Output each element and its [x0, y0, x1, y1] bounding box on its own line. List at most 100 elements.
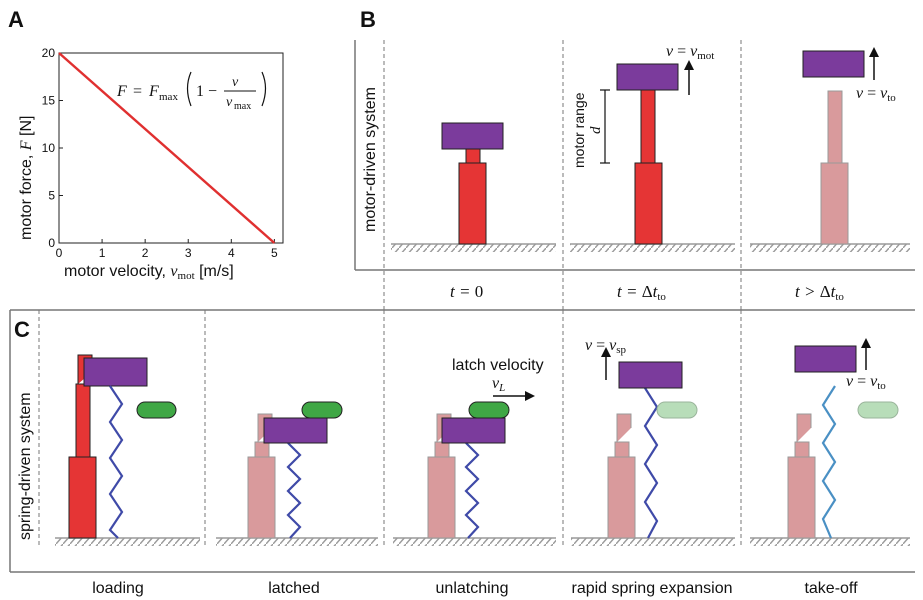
mass-block	[83, 357, 148, 387]
eq-lhs: F	[116, 83, 127, 100]
velocity-spring-label: v = vsp	[585, 337, 627, 356]
mass-block	[802, 50, 865, 78]
velocity-takeoff-label: v = vto	[856, 85, 896, 104]
motor-base	[787, 456, 816, 539]
spring-loaded	[286, 442, 302, 539]
motor-base	[68, 456, 97, 539]
panel-b-letter: B	[360, 7, 376, 32]
force-velocity-line	[58, 52, 276, 244]
motor-base	[427, 456, 456, 539]
motor-base	[820, 162, 849, 245]
time-label: t = 0	[450, 282, 483, 301]
mass-block	[616, 63, 679, 91]
up-arrow-icon	[869, 47, 879, 57]
motor-shaft	[465, 148, 481, 164]
mass-block	[441, 122, 504, 150]
eq-numerator: v	[232, 75, 239, 90]
y-axis-label: motor force, F [N]	[18, 116, 35, 240]
spring-system-label: spring-driven system	[17, 392, 34, 540]
eq-left-paren	[186, 71, 192, 107]
motor-base	[607, 456, 636, 539]
mass-block	[263, 417, 328, 444]
spring-expanding	[643, 387, 659, 539]
right-arrow-icon	[525, 391, 535, 401]
x-axis-ticks: 0 1 2 3 4 5	[56, 239, 278, 260]
ground-t0	[391, 243, 556, 252]
x-tick-label: 3	[185, 246, 192, 260]
y-tick-label: 5	[48, 189, 55, 203]
motor-shaft	[434, 441, 450, 458]
x-tick-label: 4	[228, 246, 235, 260]
x-tick-label: 5	[271, 246, 278, 260]
spring-loaded	[464, 442, 480, 539]
x-tick-label: 2	[142, 246, 149, 260]
stage-label: latched	[268, 580, 320, 597]
panel-c-letter: C	[14, 317, 30, 342]
eq-denominator: v	[226, 95, 233, 110]
x-tick-label: 1	[99, 246, 106, 260]
time-label: t > Δtto	[795, 282, 844, 303]
mass-block	[441, 417, 506, 444]
latch-hook	[616, 413, 632, 442]
ground	[393, 538, 556, 546]
eq-right-paren	[261, 71, 267, 107]
up-arrow-icon	[684, 60, 694, 70]
force-equation: F = F max 1 − v v max	[116, 71, 267, 112]
motor-shaft	[254, 441, 270, 458]
eq-one-minus: 1 −	[196, 83, 217, 100]
velocity-takeoff-label: v = vto	[846, 373, 886, 392]
up-arrow-icon	[861, 338, 871, 348]
motor-range-label: motor range	[571, 92, 587, 168]
ground	[571, 538, 735, 546]
motor-base	[247, 456, 276, 539]
eq-fmax-sub: max	[159, 91, 178, 103]
latch-faded	[857, 401, 899, 419]
panel-c-spring-system: spring-driven system	[9, 309, 915, 597]
motor-shaft	[827, 90, 843, 164]
panel-b-motor-system: motor-driven system v = vmot m	[354, 40, 915, 310]
latch	[468, 401, 510, 419]
ground	[216, 538, 378, 546]
latch-velocity-symbol: vL	[492, 375, 505, 394]
latch	[301, 401, 343, 419]
ground	[55, 538, 200, 546]
mass-block	[794, 345, 857, 373]
spring-loaded	[108, 385, 124, 539]
eq-fmax: F	[148, 83, 159, 100]
motor-shaft	[640, 89, 656, 164]
time-label: t = Δtto	[617, 282, 666, 303]
y-axis-ticks: 0 5 10 15 20	[42, 46, 63, 250]
latch	[136, 401, 177, 419]
eq-equals: =	[133, 83, 142, 100]
motor-shaft	[75, 383, 91, 458]
ground-after	[750, 243, 910, 252]
y-tick-label: 15	[42, 94, 56, 108]
x-axis-label: motor velocity, vmot [m/s]	[64, 263, 234, 282]
y-tick-label: 0	[48, 236, 55, 250]
latch-hook	[796, 413, 812, 442]
motor-base	[458, 162, 487, 245]
mass-block	[618, 361, 683, 389]
up-arrow-icon	[601, 347, 611, 357]
panel-a-letter: A	[8, 7, 24, 32]
y-tick-label: 10	[42, 141, 56, 155]
eq-denominator-sub: max	[234, 101, 251, 112]
motor-system-label: motor-driven system	[362, 87, 379, 232]
panel-a-chart: 0 1 2 3 4 5 0 5 10 15 20 F = F max 1 − v v max mo…	[18, 46, 284, 282]
y-tick-label: 20	[42, 46, 56, 60]
velocity-motor-label: v = vmot	[666, 43, 714, 62]
motor-range-symbol: d	[588, 126, 604, 134]
spring-released	[821, 385, 837, 539]
stage-label: take-off	[804, 580, 858, 597]
ground-t-dt	[570, 243, 735, 252]
stage-label: loading	[92, 580, 144, 597]
stage-label: rapid spring expansion	[572, 580, 733, 597]
motor-base	[634, 162, 663, 245]
stage-label: unlatching	[436, 580, 509, 597]
latch-faded	[656, 401, 698, 419]
latch-velocity-label: latch velocity	[452, 357, 544, 374]
motor-shaft	[614, 441, 630, 458]
x-tick-label: 0	[56, 246, 63, 260]
motor-shaft	[794, 441, 810, 458]
